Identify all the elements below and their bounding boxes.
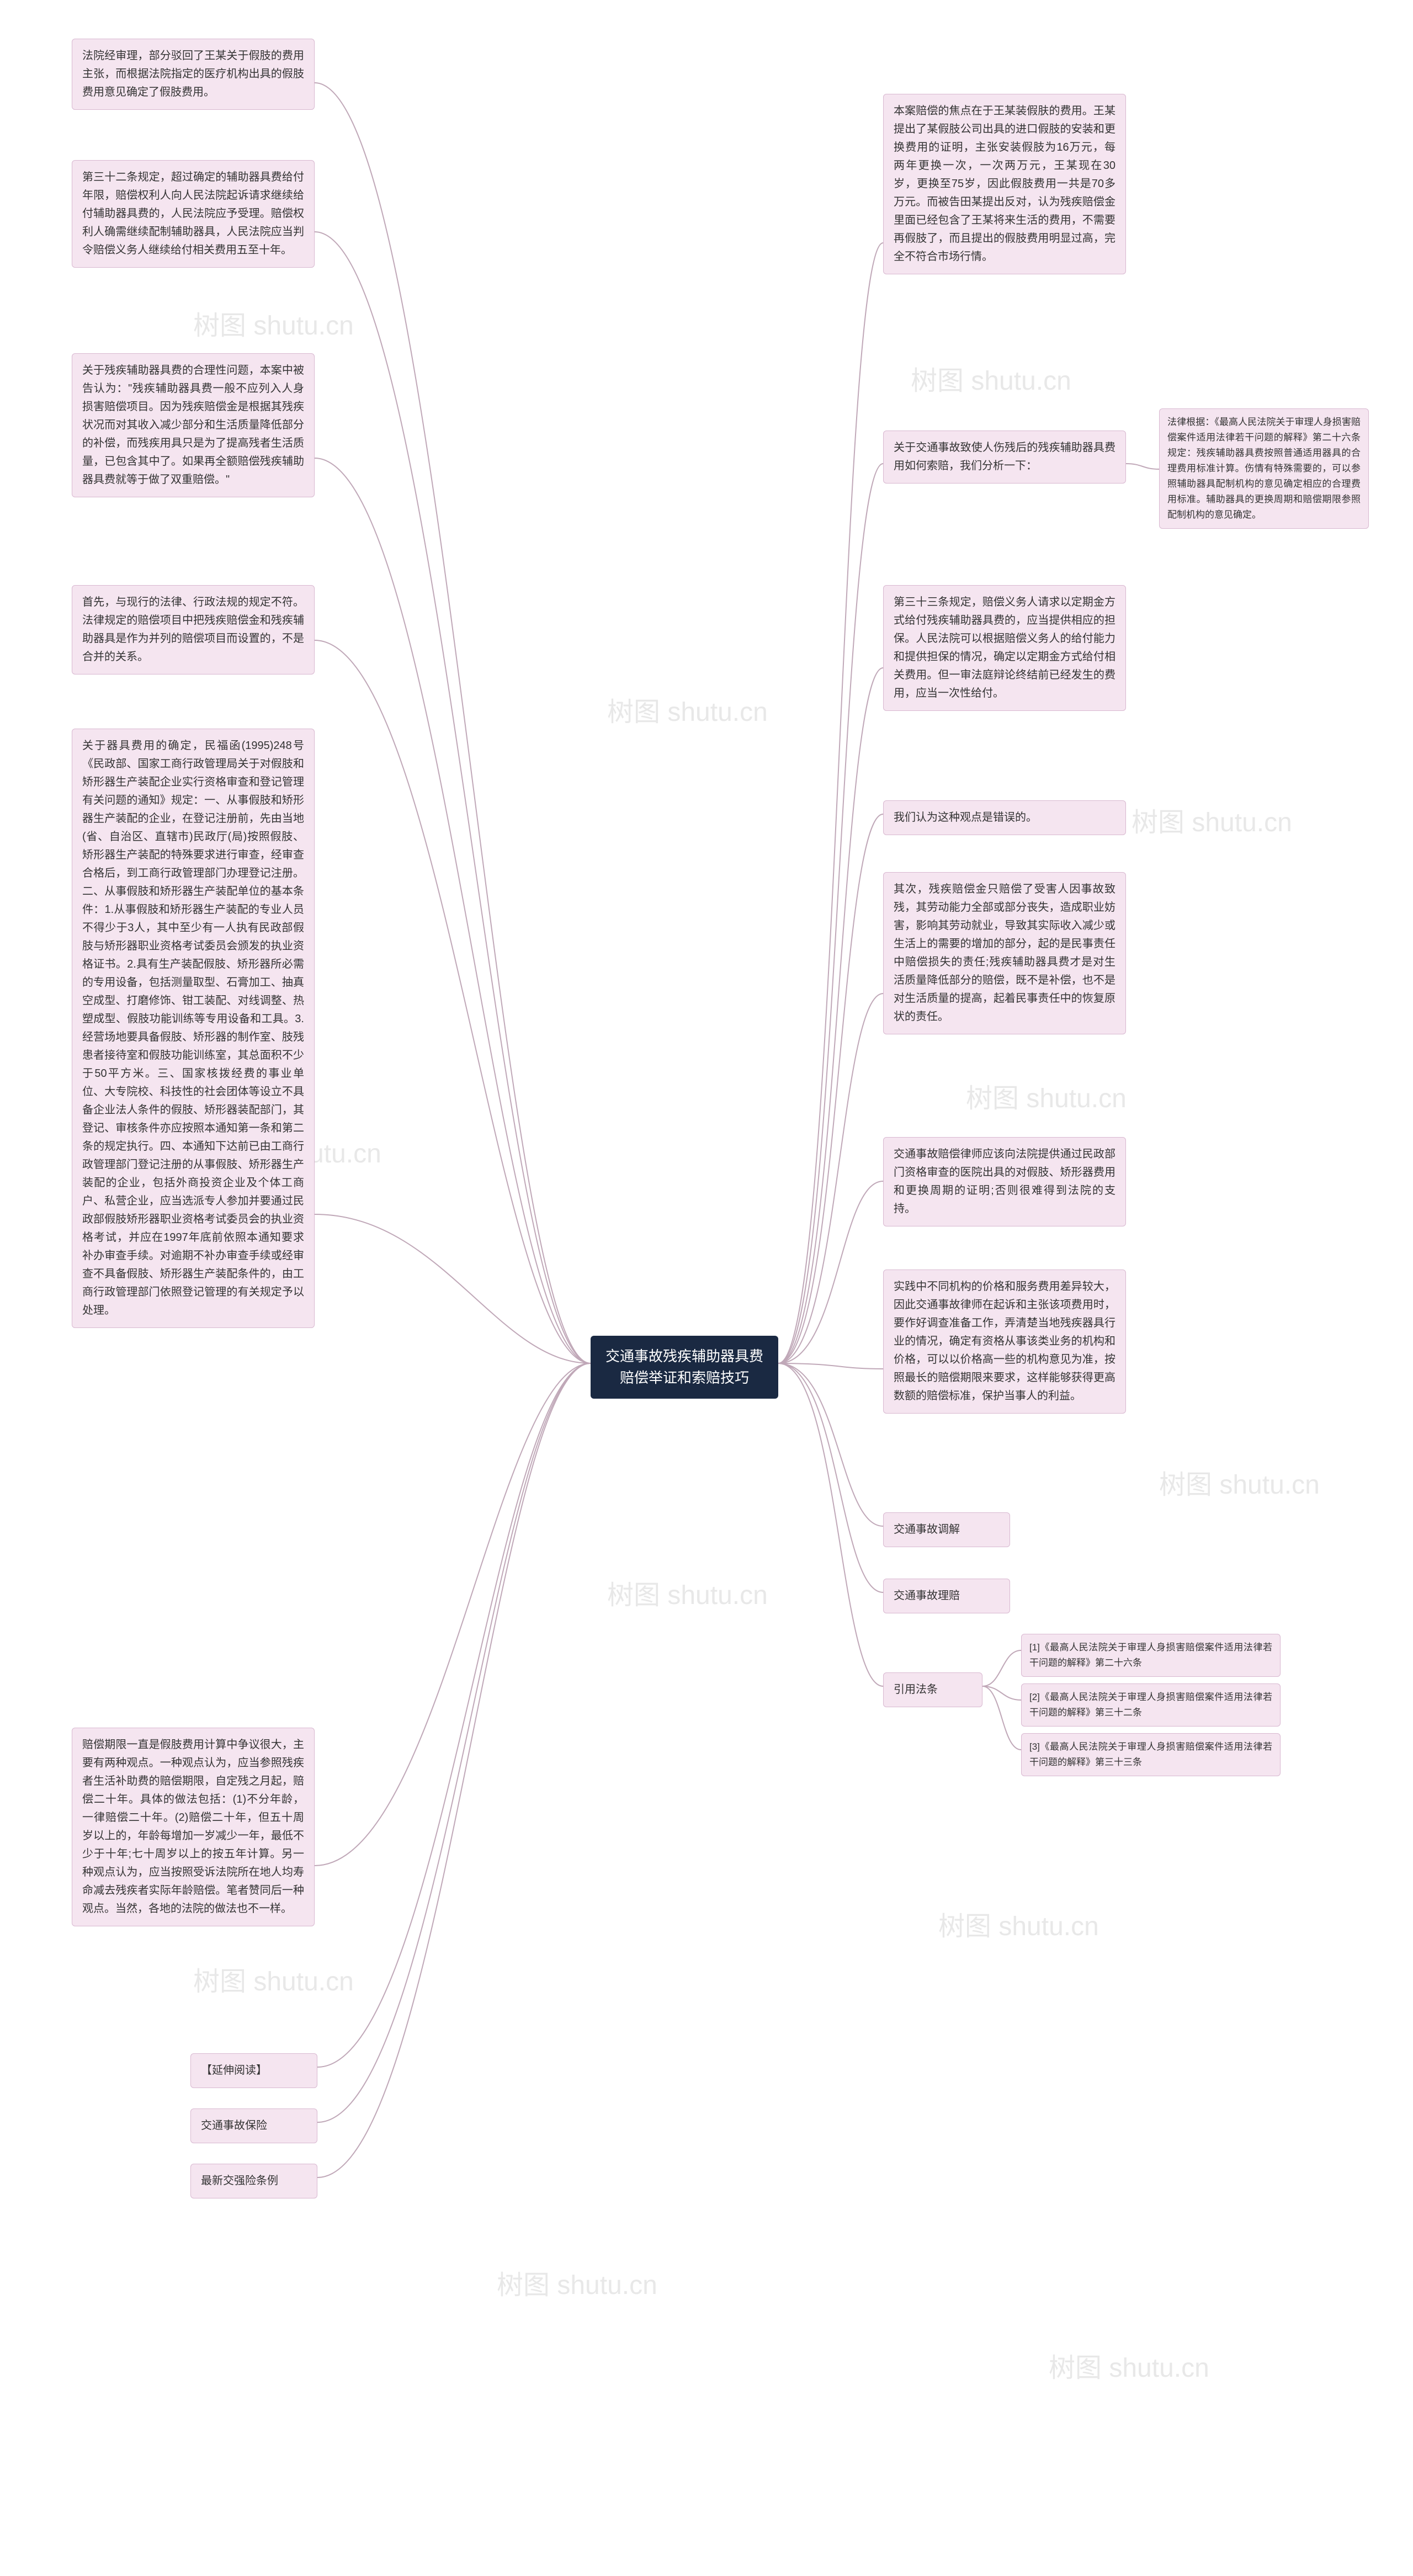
- right-node-9: 交通事故理赔: [883, 1579, 1010, 1613]
- watermark: 树图 shutu.cn: [1049, 2346, 1209, 2384]
- right-node-6: 交通事故赔偿律师应该向法院提供通过民政部门资格审查的医院出具的对假肢、矫形器费用…: [883, 1137, 1126, 1226]
- watermark: 树图 shutu.cn: [497, 2263, 657, 2302]
- right-node-7: 实践中不同机构的价格和服务费用差异较大，因此交通事故律师在起诉和主张该项费用时，…: [883, 1270, 1126, 1414]
- left-node-3: 关于残疾辅助器具费的合理性问题，本案中被告认为："残疾辅助器具费一般不应列入人身…: [72, 353, 315, 497]
- left-node-7: 【延伸阅读】: [190, 2053, 317, 2088]
- watermark: 树图 shutu.cn: [607, 690, 768, 729]
- left-node-5: 关于器具费用的确定，民福函(1995)248号《民政部、国家工商行政管理局关于对…: [72, 729, 315, 1328]
- right-node-1: 本案赔偿的焦点在于王某装假肤的费用。王某提出了某假肢公司出具的进口假肢的安装和更…: [883, 94, 1126, 274]
- right-node-5: 其次，残疾赔偿金只赔偿了受害人因事故致残，其劳动能力全部或部分丧失，造成职业妨害…: [883, 872, 1126, 1034]
- right-node-10a: [1]《最高人民法院关于审理人身损害赔偿案件适用法律若干问题的解释》第二十六条: [1021, 1634, 1281, 1677]
- right-node-8: 交通事故调解: [883, 1512, 1010, 1547]
- right-node-3: 第三十三条规定，赔偿义务人请求以定期金方式给付残疾辅助器具费的，应当提供相应的担…: [883, 585, 1126, 711]
- left-node-9: 最新交强险条例: [190, 2164, 317, 2198]
- right-node-10: 引用法条: [883, 1672, 982, 1707]
- watermark: 树图 shutu.cn: [607, 1573, 768, 1612]
- watermark: 树图 shutu.cn: [193, 1959, 354, 1998]
- right-node-2: 关于交通事故致使人伤残后的残疾辅助器具费用如何索赔，我们分析一下：: [883, 431, 1126, 484]
- watermark: 树图 shutu.cn: [193, 304, 354, 342]
- watermark: 树图 shutu.cn: [1132, 800, 1292, 839]
- watermark: 树图 shutu.cn: [911, 359, 1071, 397]
- left-node-4: 首先，与现行的法律、行政法规的规定不符。法律规定的赔偿项目中把残疾赔偿金和残疾辅…: [72, 585, 315, 674]
- center-node: 交通事故残疾辅助器具费赔偿举证和索赔技巧: [591, 1336, 778, 1399]
- watermark: 树图 shutu.cn: [966, 1076, 1127, 1115]
- left-node-2: 第三十二条规定，超过确定的辅助器具费给付年限，赔偿权利人向人民法院起诉请求继续给…: [72, 160, 315, 268]
- watermark: 树图 shutu.cn: [938, 1904, 1099, 1943]
- left-node-8: 交通事故保险: [190, 2108, 317, 2143]
- watermark: 树图 shutu.cn: [1159, 1463, 1320, 1501]
- left-node-6: 赔偿期限一直是假肢费用计算中争议很大，主要有两种观点。一种观点认为，应当参照残疾…: [72, 1728, 315, 1926]
- mindmap-container: 树图 shutu.cn 树图 shutu.cn 树图 shutu.cn 树图 s…: [0, 0, 1413, 2576]
- right-node-10c: [3]《最高人民法院关于审理人身损害赔偿案件适用法律若干问题的解释》第三十三条: [1021, 1733, 1281, 1776]
- right-node-2a: 法律根据：《最高人民法院关于审理人身损害赔偿案件适用法律若干问题的解释》第二十六…: [1159, 408, 1369, 529]
- right-node-4: 我们认为这种观点是错误的。: [883, 800, 1126, 835]
- right-node-10b: [2]《最高人民法院关于审理人身损害赔偿案件适用法律若干问题的解释》第三十二条: [1021, 1683, 1281, 1727]
- left-node-1: 法院经审理，部分驳回了王某关于假肢的费用主张，而根据法院指定的医疗机构出具的假肢…: [72, 39, 315, 110]
